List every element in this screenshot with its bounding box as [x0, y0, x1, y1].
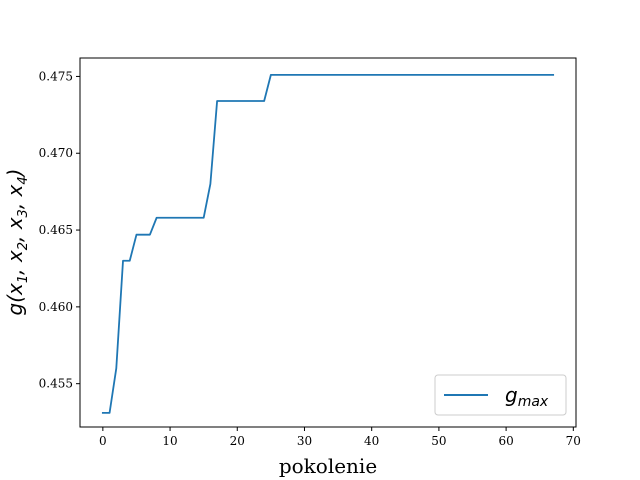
y-tick-label: 0.465: [39, 223, 73, 237]
legend-box: [434, 374, 567, 416]
series-layer: [101, 74, 555, 414]
series-line-g_max: [101, 74, 555, 414]
x-tick-label: 50: [431, 434, 446, 448]
y-tick-label: 0.475: [39, 69, 73, 83]
ticks-layer: 0 10 20 30 40 50 60 70 0.455 0.460 0.465 0.470 0.475: [39, 69, 581, 448]
legend: gmax: [434, 374, 567, 416]
svg-text:g(x1, x2, x3, x4): g(x1, x2, x3, x4): [3, 169, 31, 316]
x-tick-label: 10: [162, 434, 177, 448]
x-tick-label: 40: [364, 434, 379, 448]
x-tick-label: 30: [297, 434, 312, 448]
plot-frame: [79, 57, 577, 428]
x-axis-label: pokolenie: [279, 454, 377, 478]
x-tick-label: 70: [566, 434, 581, 448]
x-tick-label: 20: [230, 434, 245, 448]
x-tick-label: 60: [498, 434, 513, 448]
y-axis-label: g(x1, x2, x3, x4): [3, 169, 31, 316]
x-tick-label: 0: [99, 434, 107, 448]
y-tick-label: 0.470: [39, 146, 73, 160]
y-tick-label: 0.455: [39, 377, 73, 391]
y-tick-label: 0.460: [39, 300, 73, 314]
legend-label: gmax: [505, 383, 549, 410]
